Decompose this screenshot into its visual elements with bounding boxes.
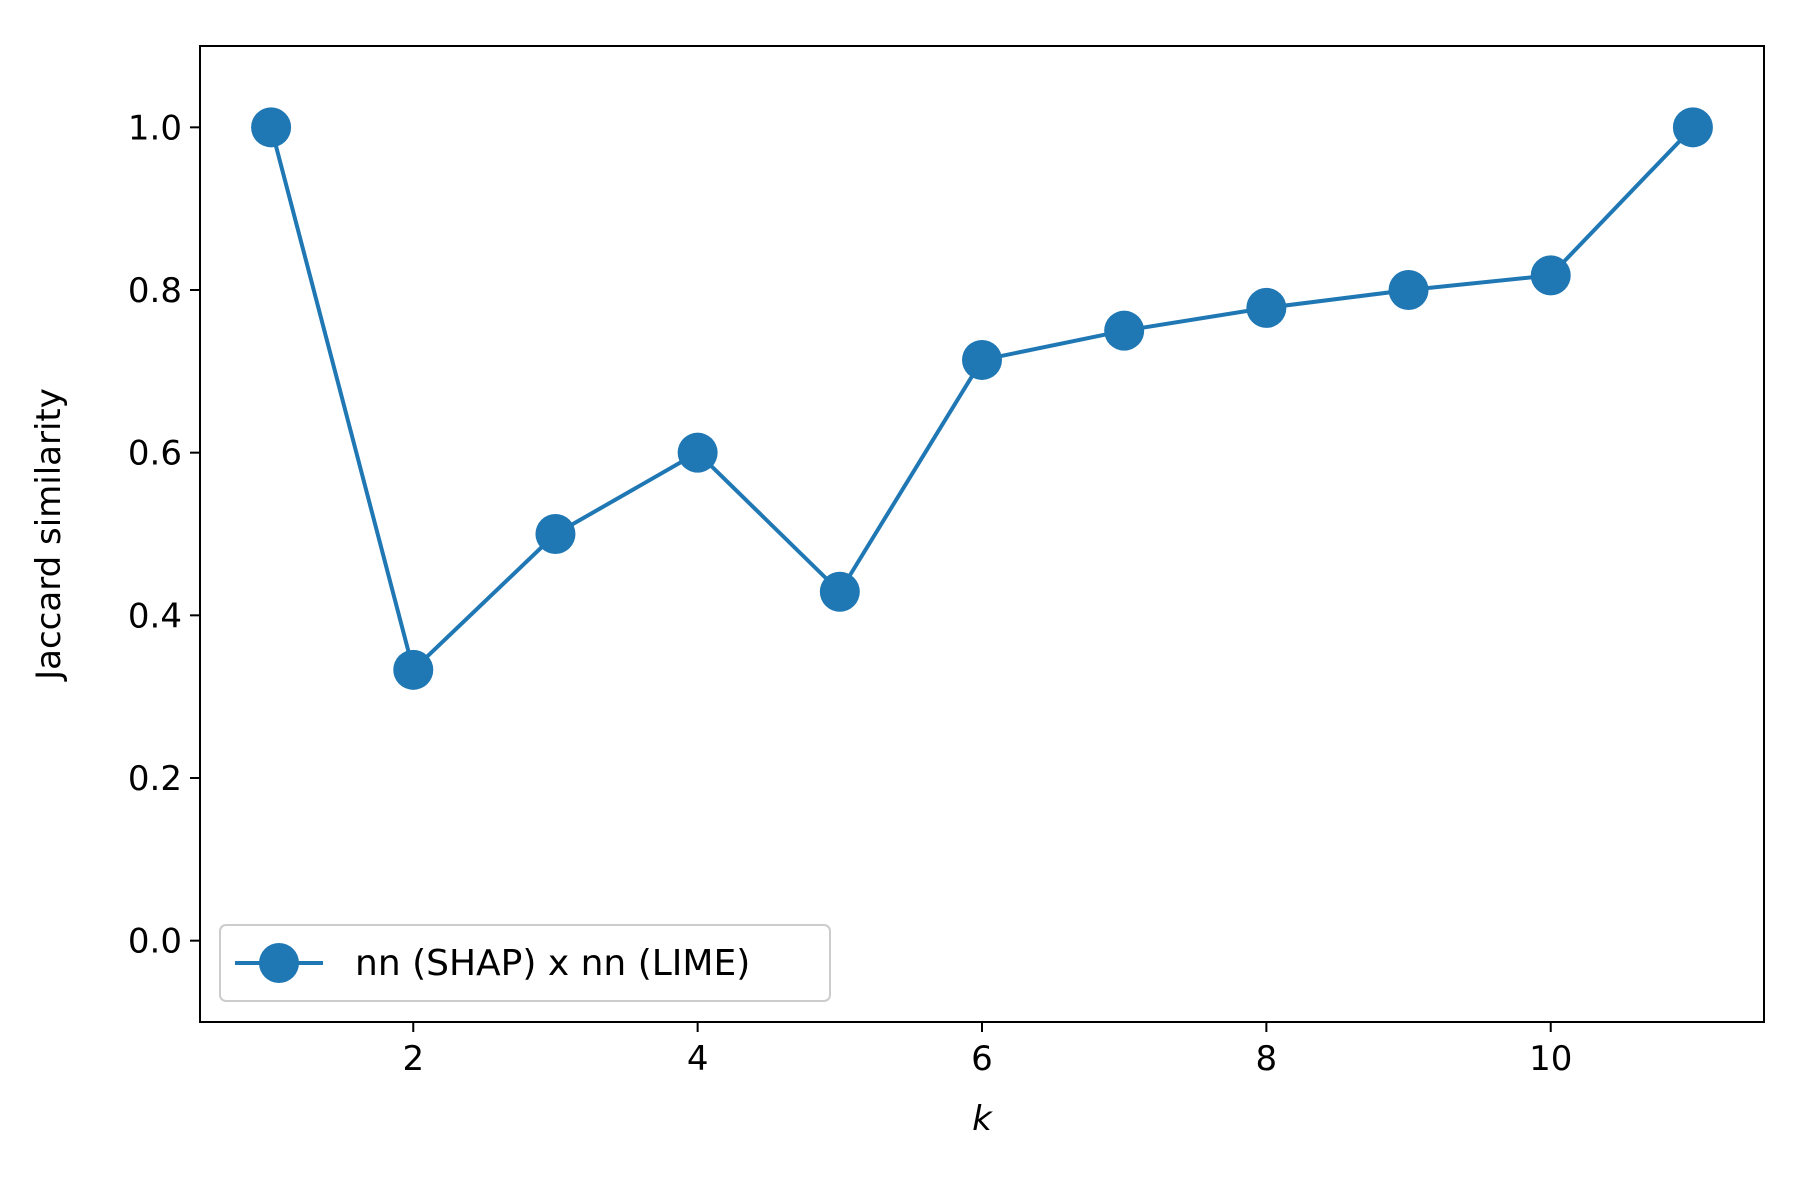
- data-point: [393, 649, 434, 690]
- y-axis-ticks: 0.0 0.2 0.4 0.6 0.8 1.0: [128, 108, 200, 962]
- x-tick-label: 10: [1529, 1039, 1572, 1079]
- y-tick-label: 0.6: [128, 434, 182, 474]
- data-point: [1388, 270, 1429, 310]
- data-point: [1104, 310, 1145, 351]
- data-point: [677, 432, 718, 473]
- y-tick-label: 0.8: [128, 271, 182, 311]
- x-axis-label: k: [972, 1099, 993, 1139]
- x-tick-label: 2: [402, 1039, 424, 1079]
- data-point: [251, 107, 292, 148]
- y-tick-label: 0.2: [128, 759, 182, 799]
- data-point: [962, 339, 1002, 380]
- x-tick-label: 8: [1256, 1039, 1278, 1079]
- y-axis-label: Jaccard similarity: [29, 388, 69, 682]
- data-point: [535, 514, 576, 554]
- data-point: [1530, 255, 1571, 296]
- y-tick-label: 0.4: [128, 596, 182, 636]
- x-tick-label: 4: [687, 1039, 709, 1079]
- data-point: [1672, 107, 1713, 148]
- legend-entry-label: nn (SHAP) x nn (LIME): [355, 943, 750, 984]
- data-point: [819, 571, 860, 612]
- plot-area: [251, 107, 1713, 690]
- y-tick-label: 1.0: [128, 108, 182, 148]
- x-tick-label: 6: [971, 1039, 993, 1079]
- legend-marker-swatch: [259, 943, 299, 983]
- x-axis-ticks: 2 4 6 8 10: [402, 1022, 1572, 1079]
- legend-box: [219, 924, 831, 1002]
- data-point: [1246, 287, 1287, 328]
- legend: nn (SHAP) x nn (LIME): [219, 924, 831, 1002]
- y-tick-label: 0.0: [128, 922, 182, 962]
